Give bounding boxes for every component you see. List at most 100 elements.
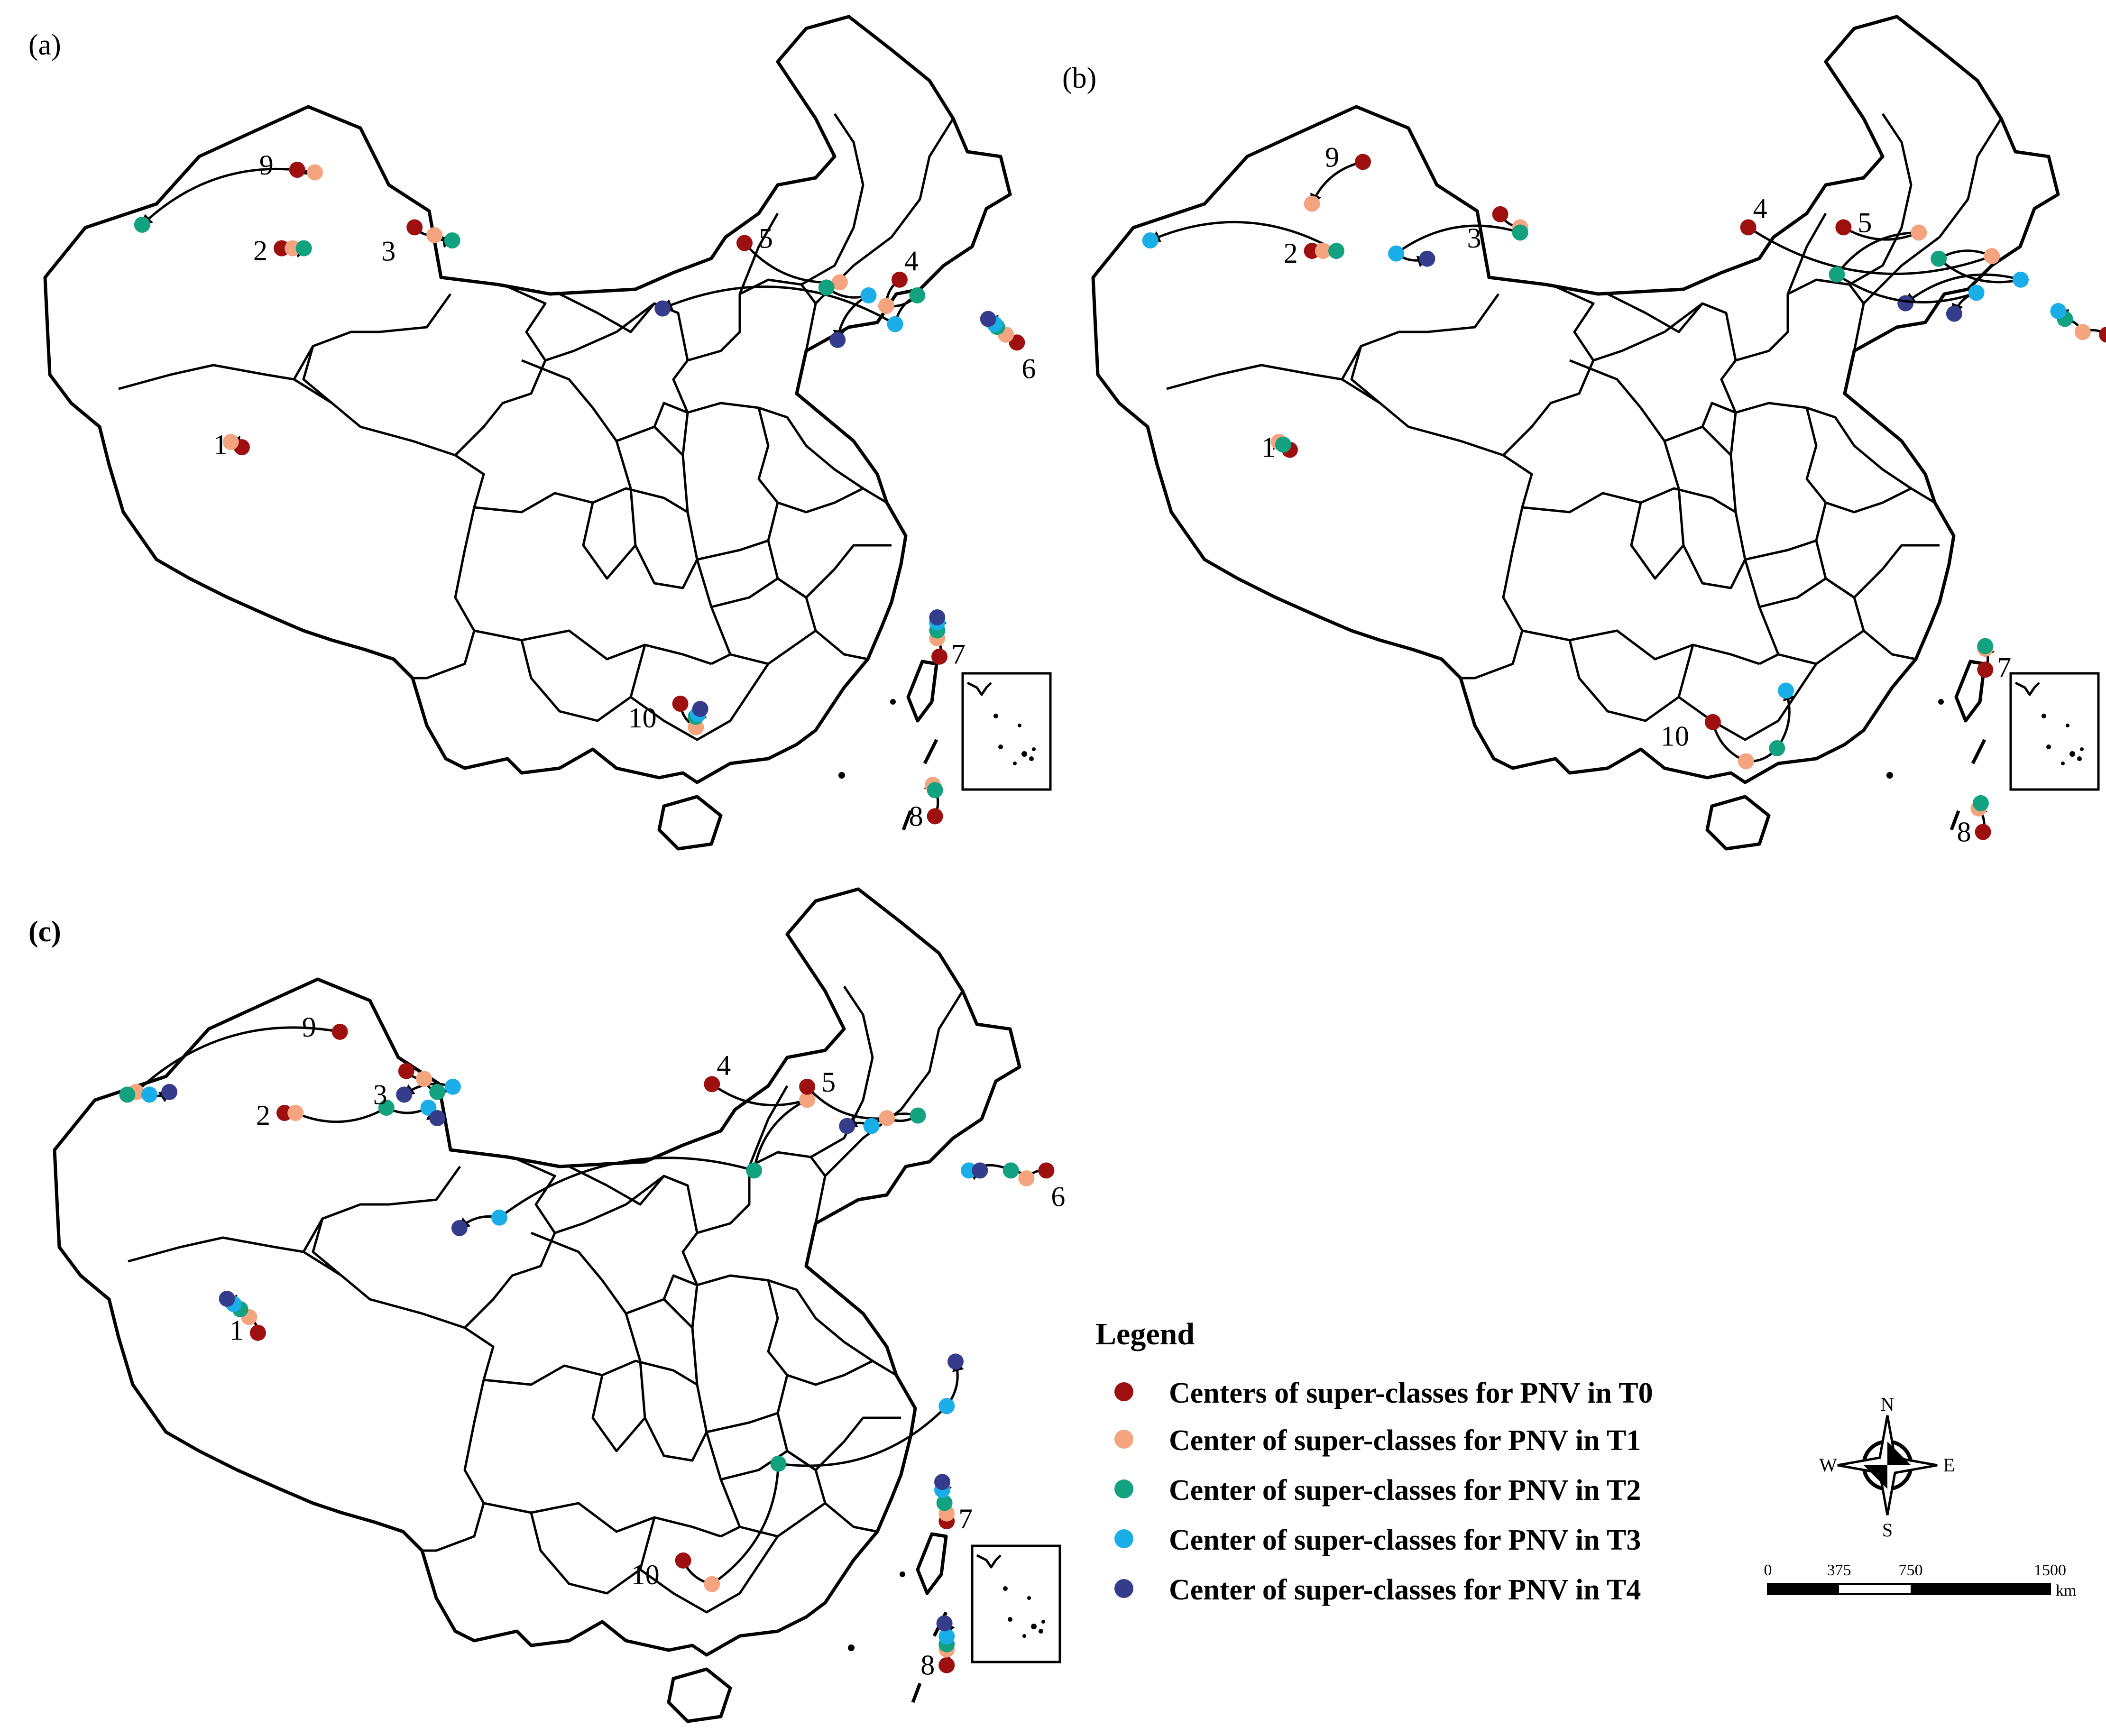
center-point-class-2-t0 (274, 240, 290, 257)
class-label-1: 1 (213, 429, 228, 460)
legend-marker-t1 (1114, 1430, 1133, 1449)
center-point-class-7-t0 (931, 648, 947, 665)
center-point-class-5-t0 (1835, 219, 1852, 236)
center-point-class-3-t4 (1419, 250, 1435, 267)
center-point-class-2-t0 (276, 1105, 293, 1121)
class-label-9: 9 (1325, 141, 1339, 173)
legend-marker-t0 (1114, 1382, 1133, 1401)
center-point-class-5-t3 (863, 1118, 880, 1134)
center-point-class-4-t4 (451, 1220, 468, 1236)
center-point-class-9-t0 (1355, 154, 1371, 170)
class-label-5: 5 (821, 1066, 836, 1098)
center-point-class-1-t1 (222, 434, 239, 450)
center-point-class-9-t1 (1304, 195, 1320, 212)
center-point-class-5-t2 (818, 279, 835, 296)
center-point-class-3-t2 (1512, 224, 1528, 241)
legend-item-t1: Center of super-classes for PNV in T1 (1114, 1424, 1641, 1457)
scale-tick-375: 375 (1827, 1561, 1851, 1579)
center-point-class-3-t3 (1388, 245, 1405, 262)
class-label-9: 9 (302, 1011, 316, 1043)
class-label-10: 10 (628, 702, 657, 734)
legend: Legend Centers of super-classes for PNV … (1095, 1317, 1653, 1606)
center-point-class-6-t4 (972, 1162, 988, 1179)
class-label-2: 2 (1284, 238, 1298, 269)
trajectory-class-9 (140, 167, 315, 227)
class-label-1: 1 (1261, 432, 1276, 463)
center-point-class-6-t1 (1018, 1170, 1035, 1186)
center-point-class-10-t0 (675, 1552, 691, 1569)
center-point-class-2-t0 (1304, 243, 1320, 259)
center-point-class-4-t0 (704, 1076, 720, 1093)
center-point-class-4-t3 (887, 316, 903, 332)
map-panel-a: (a) 1 2 3 4 5 6 7 8 9 10 (28, 17, 1050, 849)
center-point-class-1-t4 (219, 1290, 235, 1307)
class-label-4: 4 (904, 245, 919, 276)
center-point-class-4-t0 (1740, 219, 1757, 236)
trajectory-class-9 (1310, 160, 1363, 206)
center-point-class-9-t2 (134, 216, 150, 233)
class-label-5: 5 (759, 223, 773, 254)
panel-label-a: (a) (28, 29, 61, 61)
legend-title: Legend (1095, 1317, 1195, 1351)
center-point-class-9-t2 (119, 1086, 136, 1103)
center-point-class-3-t2 (444, 232, 460, 248)
legend-item-t3: Center of super-classes for PNV in T3 (1114, 1524, 1641, 1556)
center-point-class-7-t4 (929, 609, 946, 625)
center-point-class-4-t0 (891, 271, 908, 288)
trajectories-a: 1 2 3 4 5 6 7 8 9 10 (134, 149, 1036, 832)
class-label-4: 4 (1753, 193, 1767, 224)
center-point-class-8-t0 (927, 808, 943, 825)
center-point-class-9-t4 (161, 1084, 178, 1100)
center-point-class-3-t4 (396, 1086, 413, 1103)
class-label-2: 2 (256, 1100, 270, 1131)
china-basemap (45, 17, 1050, 849)
center-point-class-4-t1 (799, 1092, 816, 1108)
center-point-class-3-t0 (1492, 206, 1508, 222)
class-label-7: 7 (958, 1503, 973, 1534)
center-point-class-2-t1 (285, 240, 301, 257)
center-point-class-10-t2 (770, 1455, 787, 1472)
class-label-7: 7 (951, 639, 966, 670)
class-label-8: 8 (920, 1650, 935, 1681)
center-point-class-6-t0 (1038, 1162, 1055, 1179)
class-label-5: 5 (1858, 207, 1872, 238)
class-label-6: 6 (1021, 353, 1036, 384)
center-point-class-6-t0 (2099, 326, 2106, 343)
center-point-class-4-t1 (1984, 248, 2000, 265)
center-point-class-1-t0 (249, 1324, 266, 1341)
center-point-class-4-t2 (909, 287, 926, 303)
scale-bar: 0 375 750 1500 km (1764, 1561, 2077, 1599)
center-point-class-8-t0 (938, 1657, 955, 1673)
center-point-class-5-t1 (879, 1110, 895, 1126)
center-point-class-10-t3 (938, 1398, 955, 1415)
center-point-class-1-t2 (1275, 436, 1291, 453)
center-point-class-6-t1 (2074, 324, 2091, 340)
scale-tick-1500: 1500 (2034, 1561, 2066, 1579)
legend-item-t0: Centers of super-classes for PNV in T0 (1114, 1377, 1653, 1409)
center-point-class-7-t4 (934, 1474, 950, 1490)
center-point-class-9-t1 (307, 164, 323, 181)
panel-label-c: (c) (28, 916, 61, 948)
center-point-class-6-t3 (961, 1162, 977, 1179)
class-label-4: 4 (717, 1049, 731, 1081)
compass-west: W (1819, 1454, 1837, 1476)
center-point-class-5-t1 (1911, 224, 1927, 241)
china-basemap (1093, 17, 2098, 849)
legend-marker-t3 (1114, 1529, 1133, 1548)
center-point-class-10-t1 (1738, 753, 1754, 770)
center-point-class-2-t2 (1328, 243, 1344, 259)
center-point-class-6-t2 (1002, 1162, 1019, 1179)
legend-marker-t4 (1114, 1579, 1133, 1598)
legend-label-t0: Centers of super-classes for PNV in T0 (1169, 1377, 1653, 1409)
center-point-class-2-t1 (287, 1105, 304, 1121)
scale-tick-750: 750 (1899, 1561, 1923, 1579)
class-label-3: 3 (373, 1079, 387, 1111)
compass-north: N (1881, 1394, 1894, 1415)
class-label-6: 6 (1051, 1181, 1065, 1212)
center-point-class-2-t4 (429, 1110, 446, 1126)
center-point-class-8-t2 (927, 782, 943, 799)
class-label-10: 10 (631, 1559, 660, 1590)
class-label-1: 1 (230, 1315, 244, 1346)
panel-label-b: (b) (1062, 62, 1096, 94)
